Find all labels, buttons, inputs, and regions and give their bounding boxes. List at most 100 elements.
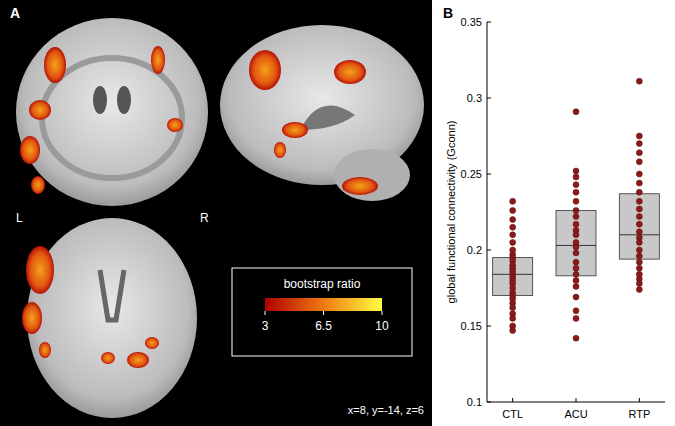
- data-point: [510, 328, 516, 334]
- figure: ALRx=8, y=-14, z=6bootstrap ratio36.510B…: [0, 0, 675, 426]
- data-point: [636, 280, 642, 286]
- y-tick: [487, 174, 491, 175]
- brain: [16, 18, 208, 206]
- data-point: [636, 198, 642, 204]
- data-point: [636, 239, 642, 245]
- activation-blob: [22, 302, 42, 334]
- data-point: [636, 206, 642, 212]
- data-point: [573, 221, 579, 227]
- data-point: [636, 265, 642, 271]
- y-tick-label: 0.15: [461, 320, 482, 332]
- ventricle: [117, 86, 131, 114]
- plot-marks: [493, 78, 660, 341]
- activation-blob: [29, 100, 51, 120]
- activation-blob: [282, 122, 308, 138]
- coronal-slice: [16, 18, 208, 206]
- data-point: [573, 294, 579, 300]
- data-point: [573, 207, 579, 213]
- data-point: [636, 133, 642, 139]
- data-point: [636, 247, 642, 253]
- activation-blob: [334, 60, 366, 84]
- data-point: [573, 308, 579, 314]
- data-point: [573, 271, 579, 277]
- colorbar-tick-label: 3: [262, 319, 269, 333]
- data-point: [636, 221, 642, 227]
- data-point: [636, 259, 642, 265]
- y-tick-label: 0.25: [461, 168, 482, 180]
- side-label: R: [200, 211, 209, 225]
- data-point: [573, 315, 579, 321]
- x-tick-label: RTP: [628, 408, 650, 420]
- data-point: [573, 244, 579, 250]
- data-point: [573, 182, 579, 188]
- data-point: [573, 189, 579, 195]
- activation-blob: [44, 47, 66, 83]
- activation-blob: [20, 136, 40, 164]
- x-tick: [576, 398, 577, 402]
- activation-blob: [26, 246, 54, 294]
- y-tick-label: 0.35: [461, 16, 482, 28]
- box: [556, 210, 596, 275]
- data-point: [636, 189, 642, 195]
- data-point: [573, 109, 579, 115]
- data-point: [510, 232, 516, 238]
- y-tick: [487, 326, 491, 327]
- y-tick-label: 0.3: [467, 92, 482, 104]
- panel-label: B: [443, 5, 453, 21]
- x-tick: [639, 398, 640, 402]
- axial-slice: [22, 218, 197, 418]
- data-point: [573, 168, 579, 174]
- data-point: [636, 159, 642, 165]
- colorbar-tick-label: 6.5: [315, 319, 332, 333]
- y-axis: [487, 22, 488, 402]
- colorbar-tick: [382, 311, 383, 315]
- data-point: [573, 259, 579, 265]
- corpus-callosum: [300, 105, 355, 130]
- side-label: L: [16, 211, 23, 225]
- ventricle: [93, 86, 107, 114]
- data-point: [636, 180, 642, 186]
- y-tick-label: 0.1: [467, 396, 482, 408]
- data-point: [510, 239, 516, 245]
- colorbar-frame: [232, 268, 412, 356]
- activation-blob: [274, 142, 286, 158]
- y-axis-label: global functional connectivity (Gconn): [445, 121, 457, 304]
- x-tick: [512, 398, 513, 402]
- data-point: [573, 250, 579, 256]
- cerebellum: [334, 149, 410, 201]
- colorbar-tick: [265, 311, 266, 315]
- data-point: [573, 214, 579, 220]
- data-point: [510, 207, 516, 213]
- data-point: [573, 198, 579, 204]
- data-point: [510, 198, 516, 204]
- ventricle: [100, 270, 124, 320]
- data-point: [636, 150, 642, 156]
- data-point: [636, 214, 642, 220]
- data-point: [636, 171, 642, 177]
- box: [493, 258, 533, 296]
- colorbar-title: bootstrap ratio: [284, 277, 361, 291]
- activation-blob: [145, 337, 159, 349]
- panel-a-background: [0, 0, 432, 426]
- data-point: [510, 224, 516, 230]
- brain: [27, 218, 197, 418]
- activation-blob: [31, 176, 45, 194]
- activation-blob: [249, 50, 281, 90]
- colorbar-tick-label: 10: [375, 319, 389, 333]
- activation-blob: [127, 352, 149, 368]
- box: [619, 194, 659, 259]
- x-tick-label: CTL: [502, 408, 523, 420]
- data-point: [636, 78, 642, 84]
- data-point: [573, 232, 579, 238]
- data-point: [510, 305, 516, 311]
- y-tick: [487, 98, 491, 99]
- colorbar-tick: [323, 311, 324, 315]
- panel-label: A: [10, 5, 20, 21]
- data-point: [636, 287, 642, 293]
- data-point: [636, 253, 642, 259]
- data-point: [573, 283, 579, 289]
- data-point: [573, 265, 579, 271]
- data-point: [636, 141, 642, 147]
- activation-blob: [101, 352, 115, 364]
- data-point: [573, 174, 579, 180]
